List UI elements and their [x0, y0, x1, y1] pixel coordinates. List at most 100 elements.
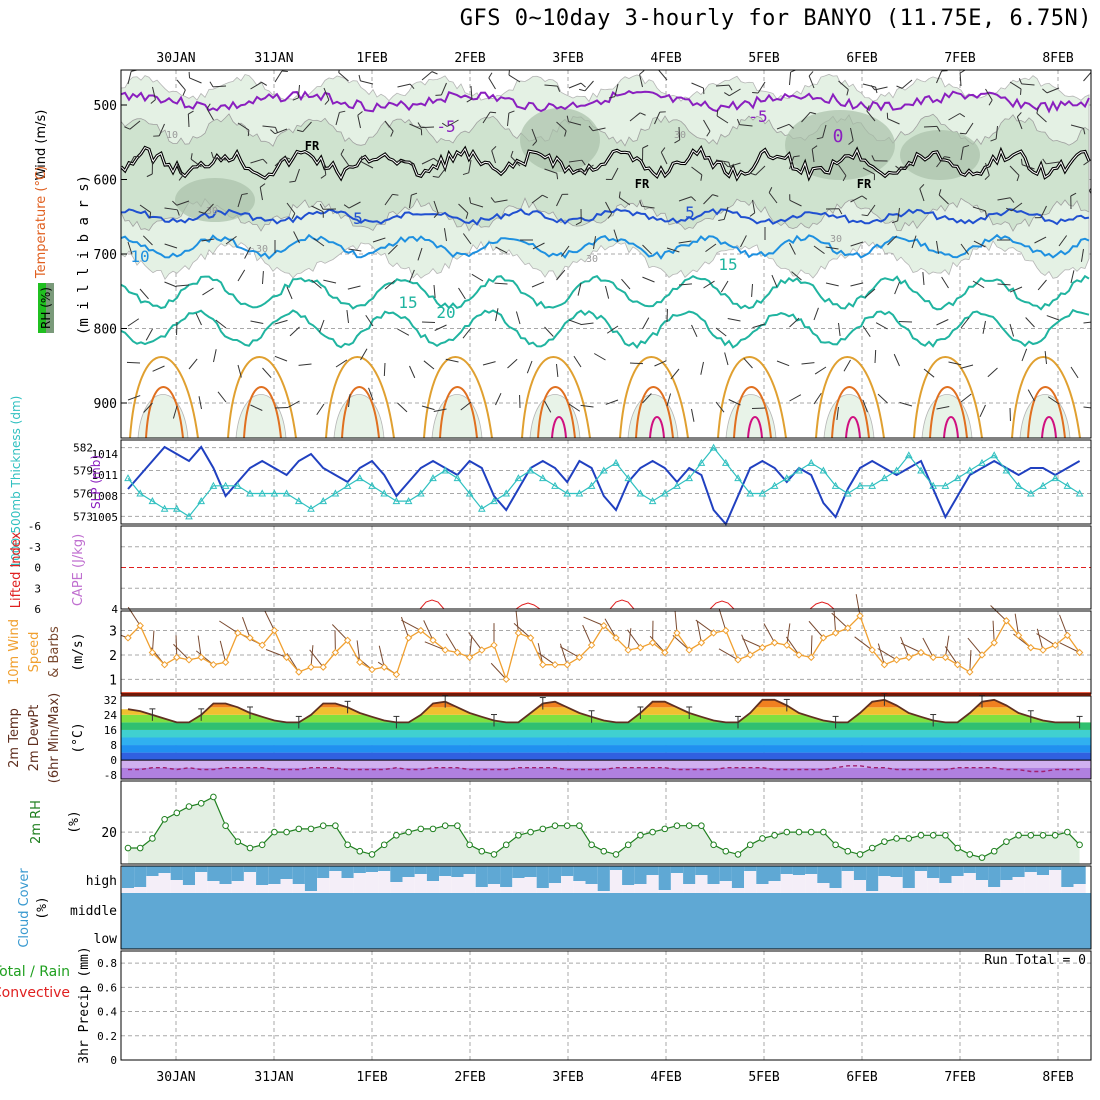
thickness-marker — [685, 474, 694, 482]
wind-barb — [789, 156, 795, 170]
wind-barb-flag — [674, 139, 680, 144]
wind-barb — [789, 394, 802, 402]
isotherm-25 — [423, 356, 493, 438]
panel-li-frame — [120, 525, 1092, 610]
rh2m-marker — [868, 844, 876, 852]
ylabel-wind10-units: (m/s) — [71, 632, 86, 671]
rh-high-shading — [520, 108, 600, 172]
ylabel-temp2m-units: (°C) — [71, 722, 86, 753]
wind10-barb — [990, 605, 1007, 622]
cloud-high-gap — [146, 876, 159, 893]
thickness-marker — [343, 481, 352, 489]
wind-barb — [384, 194, 393, 206]
wind-barb — [338, 72, 349, 82]
wind-barb — [960, 147, 964, 161]
wind-barb — [867, 204, 876, 216]
wind-barb — [495, 308, 499, 322]
wind-barb-flag — [788, 123, 794, 129]
cloud-high-bar — [512, 866, 525, 878]
wind-barb-flag — [124, 126, 131, 130]
cloud-high-gap — [182, 885, 196, 893]
wind-barb-flag — [291, 213, 296, 219]
wind10-barb — [582, 624, 593, 646]
wind10-marker — [575, 653, 584, 662]
wind10-marker — [295, 668, 303, 676]
cloud-high-bar — [292, 866, 305, 884]
wind-barb — [508, 74, 521, 83]
cloud-high-gap — [744, 871, 757, 893]
wind10-tick-label: 2 — [109, 649, 117, 664]
wind-barb — [923, 125, 938, 128]
wind-barb — [335, 112, 340, 126]
cloud-high-bar — [182, 866, 196, 885]
isotherm-30 — [831, 386, 870, 438]
temperature-colour-band — [121, 745, 1091, 753]
isotherm-25 — [227, 356, 297, 438]
wind-barb — [372, 237, 386, 243]
wind10-barb — [627, 629, 641, 648]
wind-barb-flag — [938, 189, 942, 196]
wind-barb — [825, 246, 839, 250]
wind-barb — [642, 317, 650, 330]
isotherm-30 — [1027, 386, 1066, 438]
wind-barb — [611, 167, 619, 180]
cloud-high-gap — [487, 884, 501, 893]
wind10-barb — [151, 630, 155, 653]
wind-barb — [531, 128, 538, 142]
wind-barb — [593, 236, 597, 250]
temperature-isotherm — [121, 308, 1090, 350]
temp2m-tick-label: 16 — [104, 724, 117, 737]
wind-barb — [813, 245, 825, 255]
wind-barb-flag — [462, 172, 469, 176]
wind-barb — [850, 127, 854, 141]
wind-barb — [495, 246, 508, 254]
cloud-high-bar — [744, 866, 757, 871]
rh2m-marker — [917, 831, 925, 839]
wind-barb-flag — [556, 173, 559, 180]
wind-barb — [887, 235, 898, 246]
wind-barb-flag — [390, 130, 394, 137]
wind-barb — [458, 287, 466, 300]
rh2m-marker — [539, 825, 547, 833]
wind-barb — [691, 82, 704, 89]
wind-barb-flag — [838, 208, 843, 215]
wind10-marker — [636, 643, 645, 652]
rh2m-marker — [136, 844, 144, 852]
rh2m-marker — [393, 831, 400, 839]
wind-barb — [985, 88, 993, 101]
wind10-barb — [627, 628, 632, 651]
wind-barb — [960, 393, 972, 403]
contour-label: 30 — [206, 206, 218, 217]
cloud-high-bar — [475, 866, 488, 887]
wind-barb-flag — [176, 209, 180, 216]
isotherm-30 — [537, 386, 576, 438]
wind10-marker — [539, 660, 547, 669]
cloud-high-bar — [841, 866, 854, 871]
wind-barb — [468, 159, 472, 173]
wind10-marker — [746, 651, 754, 659]
rh2m-marker — [368, 851, 376, 858]
wind-barb-flag — [409, 83, 415, 89]
cloud-high-bar — [756, 866, 769, 884]
cloud-high-gap — [927, 878, 940, 893]
wind-barb — [262, 270, 264, 285]
cloud-high-bar — [890, 866, 903, 877]
wind10-marker — [624, 646, 632, 654]
rh2m-marker — [454, 822, 461, 829]
rh2m-marker — [124, 844, 132, 852]
lifted-index-bump — [515, 602, 541, 610]
wind-barb — [654, 111, 661, 125]
wind10-marker — [136, 621, 144, 630]
cloud-high-bar — [341, 866, 354, 878]
ylabel-temperature: Temperature (°C) — [34, 166, 49, 279]
wind-barb-flag — [411, 192, 418, 196]
isotherm-30 — [929, 386, 968, 438]
wind-barb — [613, 229, 619, 243]
contour-label: -5 — [436, 117, 455, 136]
wind-barb — [556, 269, 566, 281]
wind-barb — [1009, 165, 1020, 176]
wind-barb — [700, 361, 704, 375]
wind10-barb — [219, 640, 227, 663]
thickness-marker — [563, 489, 572, 497]
wind10-marker — [819, 634, 828, 642]
